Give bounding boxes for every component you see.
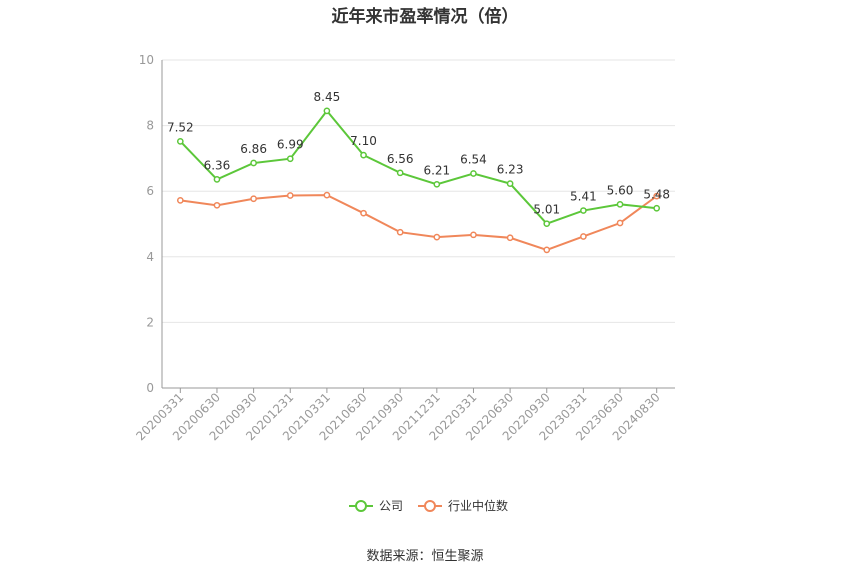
data-label: 7.52: [167, 120, 194, 134]
data-point: [433, 180, 441, 188]
data-point: [616, 219, 624, 227]
data-point: [286, 192, 294, 199]
data-point: [653, 192, 661, 200]
data-point: [543, 246, 551, 254]
data-label: 6.56: [387, 152, 414, 166]
data-label: 6.86: [240, 142, 267, 156]
legend-swatch-marker: [424, 500, 436, 512]
data-label: 6.21: [423, 163, 450, 177]
data-point: [250, 195, 257, 203]
data-point: [396, 228, 404, 236]
y-tick-label: 4: [146, 250, 154, 264]
data-point: [250, 159, 257, 167]
y-tick-label: 10: [139, 53, 154, 67]
legend-label: 公司: [379, 499, 403, 513]
y-tick-label: 8: [146, 119, 154, 133]
data-point: [543, 220, 551, 228]
data-label: 5.01: [533, 203, 560, 217]
data-label: 6.54: [460, 152, 487, 166]
data-label: 6.23: [497, 163, 524, 177]
data-point: [213, 176, 221, 183]
y-tick-label: 0: [146, 381, 154, 395]
data-point: [616, 200, 624, 208]
series-line-0: [179, 109, 657, 225]
data-point: [176, 137, 184, 145]
data-point: [213, 201, 221, 209]
data-source: 数据来源：恒生聚源: [366, 549, 484, 564]
data-point: [470, 231, 477, 239]
data-label: 5.41: [570, 190, 597, 204]
data-label: 8.45: [314, 90, 341, 104]
data-label: 5.48: [643, 187, 670, 201]
data-point: [506, 234, 514, 242]
data-label: 6.36: [204, 158, 231, 172]
data-point: [396, 169, 404, 177]
data-point: [580, 233, 587, 240]
data-point: [323, 191, 331, 199]
data-point: [360, 209, 367, 217]
data-point: [286, 155, 294, 163]
series-line-1: [180, 194, 658, 251]
data-point: [176, 197, 184, 204]
y-tick-label: 2: [146, 315, 154, 329]
data-label: 5.60: [607, 183, 634, 197]
chart-title: 近年来市盈率情况（倍）: [331, 7, 519, 27]
data-point: [653, 204, 661, 212]
legend-label: 行业中位数: [448, 498, 508, 513]
legend-swatch-marker: [355, 500, 367, 512]
data-point: [580, 207, 587, 214]
data-point: [360, 151, 367, 159]
data-point: [433, 233, 441, 241]
data-point: [506, 180, 514, 188]
data-point: [323, 107, 331, 115]
data-point: [470, 170, 477, 177]
data-label: 6.99: [277, 138, 304, 152]
data-label: 7.10: [350, 134, 377, 148]
y-tick-label: 6: [146, 184, 154, 198]
